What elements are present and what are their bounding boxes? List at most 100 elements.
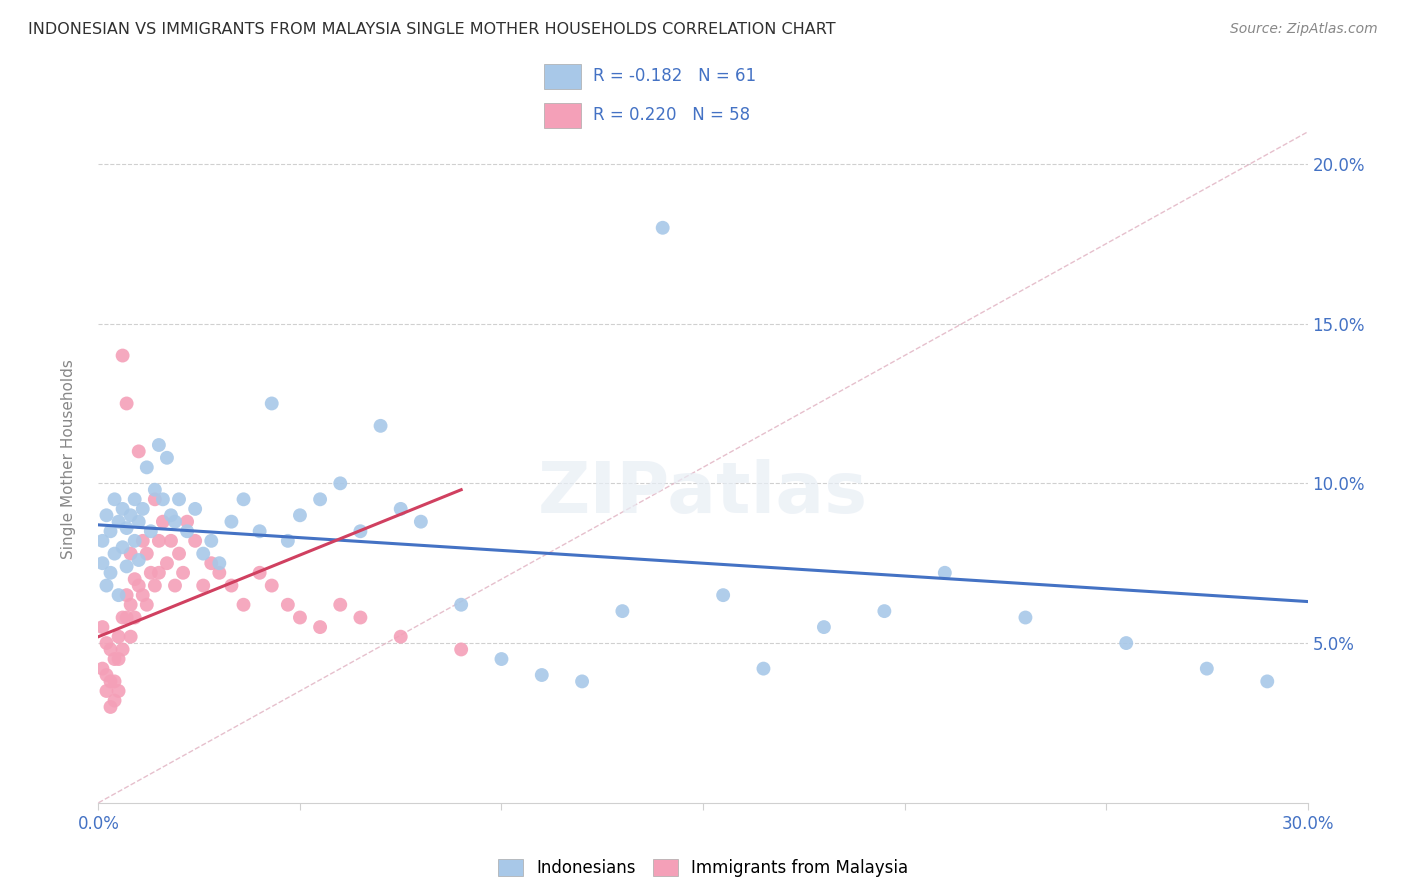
Point xyxy=(135,547,157,561)
Point xyxy=(111,610,134,624)
Text: R = 0.220   N = 58: R = 0.220 N = 58 xyxy=(593,106,751,124)
Point xyxy=(184,533,207,548)
Point xyxy=(120,508,142,523)
Point xyxy=(139,566,162,580)
Point xyxy=(111,349,134,363)
Point xyxy=(115,610,138,624)
Point xyxy=(193,578,215,592)
Text: INDONESIAN VS IMMIGRANTS FROM MALAYSIA SINGLE MOTHER HOUSEHOLDS CORRELATION CHAR: INDONESIAN VS IMMIGRANTS FROM MALAYSIA S… xyxy=(28,22,835,37)
Text: R = -0.182   N = 61: R = -0.182 N = 61 xyxy=(593,68,756,86)
Point xyxy=(309,492,332,507)
Legend: Indonesians, Immigrants from Malaysia: Indonesians, Immigrants from Malaysia xyxy=(491,852,915,884)
Point xyxy=(100,674,122,689)
Point xyxy=(208,566,231,580)
Point xyxy=(329,598,352,612)
Point xyxy=(200,556,222,570)
Point xyxy=(143,578,166,592)
Point xyxy=(232,598,254,612)
Point xyxy=(249,524,271,539)
Point xyxy=(111,502,134,516)
Point xyxy=(934,566,956,580)
Point xyxy=(124,610,146,624)
Point xyxy=(813,620,835,634)
Point xyxy=(309,620,332,634)
Point xyxy=(143,483,166,497)
Point xyxy=(115,588,138,602)
Point xyxy=(128,515,150,529)
Point xyxy=(167,547,190,561)
Text: Source: ZipAtlas.com: Source: ZipAtlas.com xyxy=(1230,22,1378,37)
Text: ZIPatlas: ZIPatlas xyxy=(538,459,868,528)
Point xyxy=(172,566,194,580)
Point xyxy=(260,396,283,410)
Point xyxy=(288,508,311,523)
Point xyxy=(260,578,283,592)
Point xyxy=(163,578,186,592)
Point xyxy=(450,598,472,612)
Point xyxy=(103,547,125,561)
Point xyxy=(96,668,118,682)
Point xyxy=(148,566,170,580)
Point xyxy=(120,547,142,561)
Point xyxy=(349,524,371,539)
Point xyxy=(163,515,186,529)
Point xyxy=(128,578,150,592)
Point xyxy=(156,450,179,465)
Point xyxy=(152,492,174,507)
Point xyxy=(1115,636,1137,650)
Point xyxy=(450,642,472,657)
FancyBboxPatch shape xyxy=(544,63,581,89)
Point xyxy=(612,604,634,618)
Point xyxy=(103,693,125,707)
Point xyxy=(389,502,412,516)
Point xyxy=(120,598,142,612)
Point xyxy=(124,572,146,586)
Point xyxy=(349,610,371,624)
Point xyxy=(491,652,513,666)
Point xyxy=(96,508,118,523)
FancyBboxPatch shape xyxy=(544,103,581,128)
Point xyxy=(132,588,155,602)
Point xyxy=(1256,674,1278,689)
Point xyxy=(107,684,129,698)
Point xyxy=(91,556,114,570)
Point xyxy=(115,521,138,535)
Point xyxy=(115,396,138,410)
Point xyxy=(111,540,134,554)
Point xyxy=(124,492,146,507)
Point xyxy=(132,533,155,548)
Point xyxy=(873,604,896,618)
Point xyxy=(96,636,118,650)
Point xyxy=(530,668,553,682)
Point xyxy=(103,652,125,666)
Point xyxy=(370,418,392,433)
Point xyxy=(232,492,254,507)
Point xyxy=(103,492,125,507)
Point xyxy=(249,566,271,580)
Point xyxy=(135,598,157,612)
Point xyxy=(1014,610,1036,624)
Point xyxy=(91,620,114,634)
Point xyxy=(111,642,134,657)
Point xyxy=(752,662,775,676)
Point xyxy=(139,524,162,539)
Point xyxy=(103,674,125,689)
Point xyxy=(115,559,138,574)
Point xyxy=(571,674,593,689)
Point xyxy=(100,524,122,539)
Point xyxy=(651,220,673,235)
Point xyxy=(100,700,122,714)
Point xyxy=(91,662,114,676)
Point xyxy=(176,515,198,529)
Point xyxy=(221,578,243,592)
Point xyxy=(107,515,129,529)
Point xyxy=(160,533,183,548)
Point xyxy=(208,556,231,570)
Point xyxy=(277,598,299,612)
Point xyxy=(148,533,170,548)
Point xyxy=(1195,662,1218,676)
Point xyxy=(221,515,243,529)
Point xyxy=(91,533,114,548)
Point xyxy=(124,533,146,548)
Point xyxy=(156,556,179,570)
